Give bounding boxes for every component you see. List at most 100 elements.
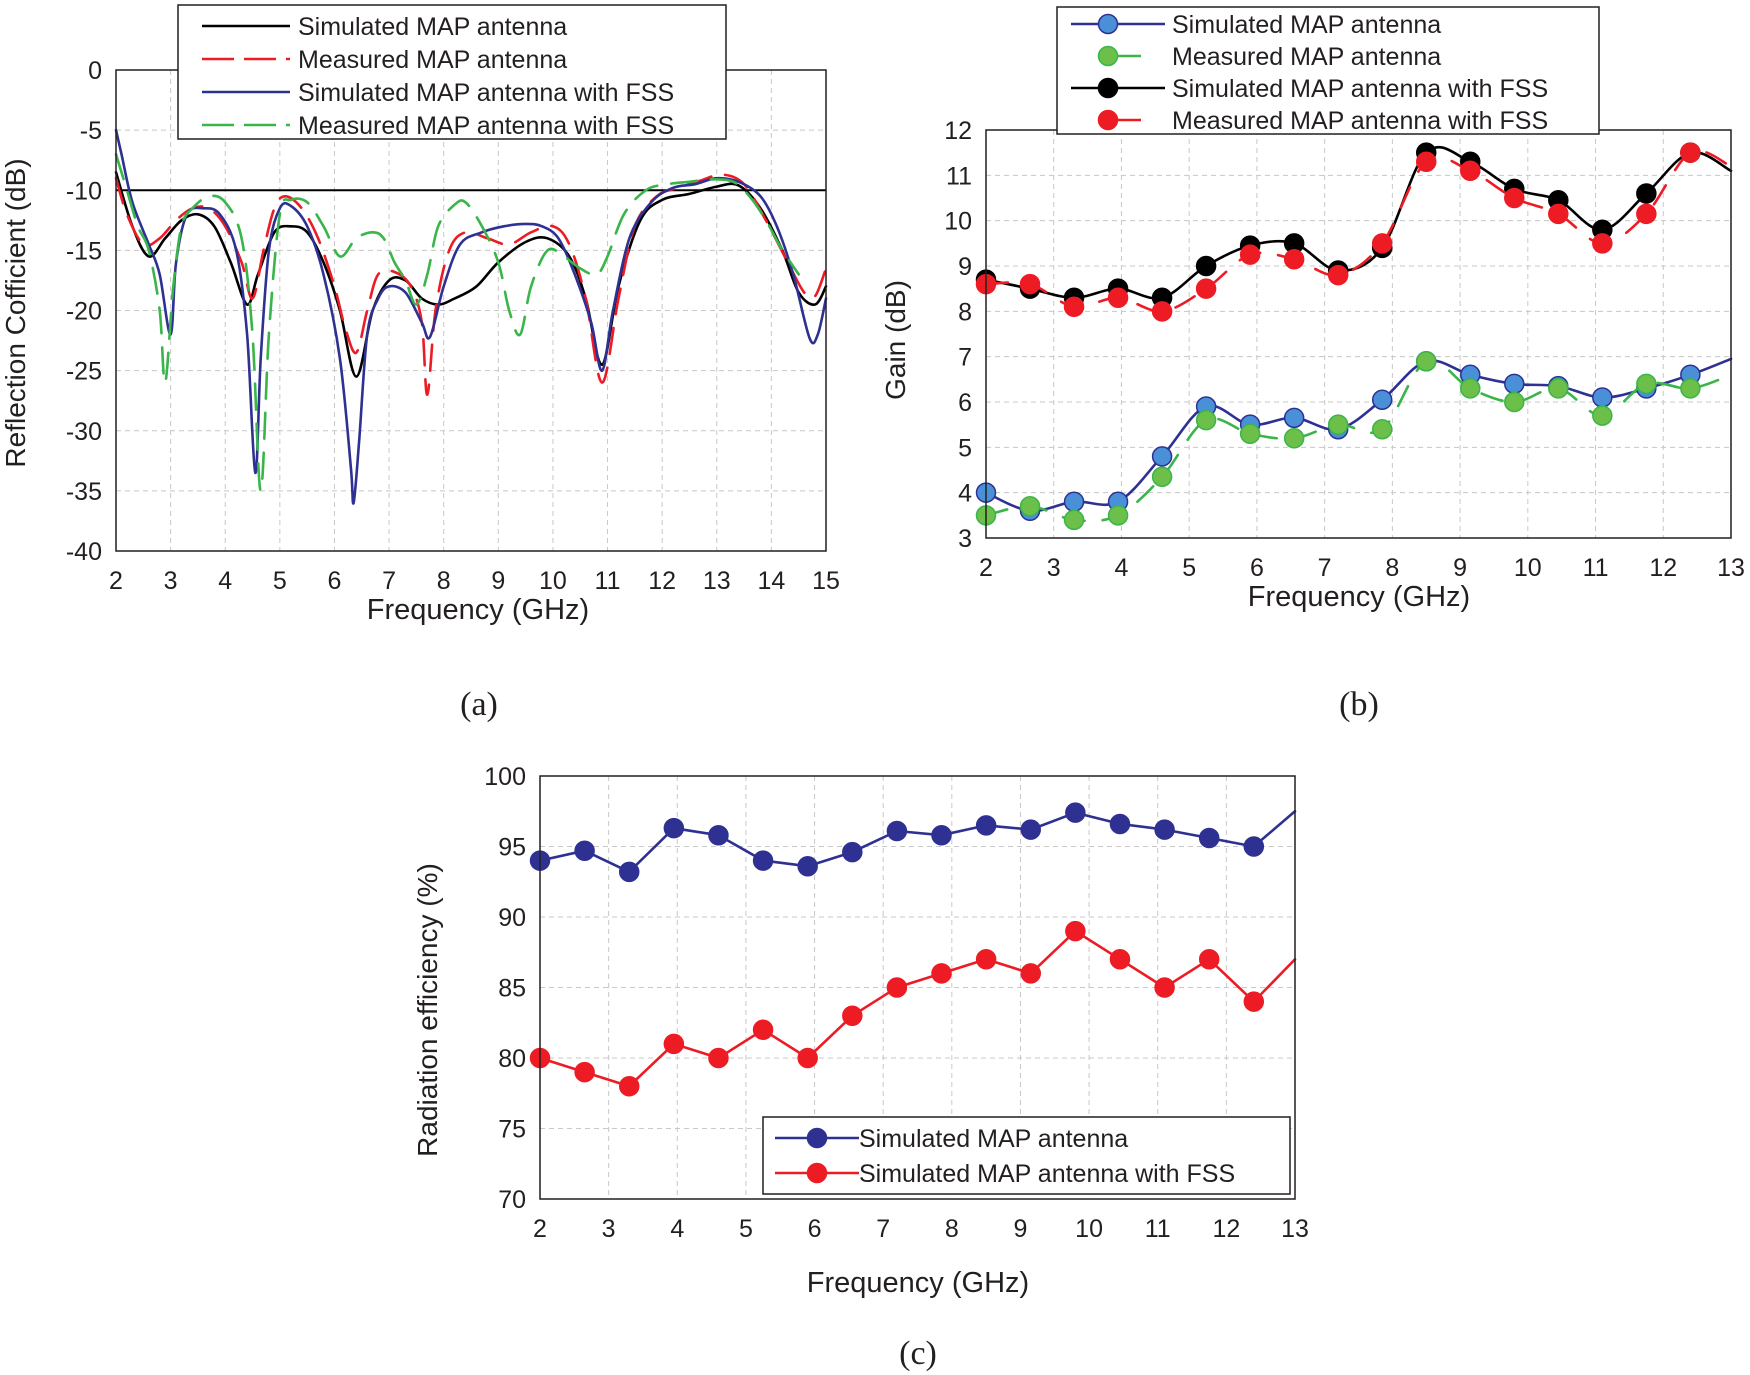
- chart-b-series-1-point: [1504, 373, 1525, 395]
- chart-a-x-tick-label: 5: [273, 567, 287, 595]
- chart-c-y-tick-label: 80: [498, 1045, 526, 1073]
- chart-c-x-axis-label: Frequency (GHz): [807, 1267, 1029, 1299]
- chart-b-x-tick-label: 2: [979, 554, 993, 582]
- chart-c-y-tick-label: 75: [498, 1116, 526, 1144]
- chart-c: 2 3 4 5 6 7 8 9 10 11 12 13 70 75 80 85 90 95 100 Frequen…: [412, 763, 1309, 1372]
- chart-b-plot-frame: [985, 129, 1732, 539]
- chart-a-legend-label-4: Measured MAP antenna with FSS: [298, 112, 674, 140]
- chart-b-series-2-point: [1592, 405, 1613, 426]
- chart-c-x-tick-label: 4: [670, 1215, 684, 1243]
- chart-c-series-2-point: [886, 977, 908, 998]
- chart-b-series-1-point: [1371, 389, 1393, 410]
- chart-b-series-2-point: [1680, 378, 1701, 399]
- chart-c-x-tick-label: 11: [1145, 1215, 1171, 1243]
- chart-b-series-2-point: [1195, 409, 1217, 431]
- chart-b-series-4-point: [1636, 203, 1657, 225]
- chart-c-x-tick-label: 8: [945, 1215, 959, 1243]
- chart-c-series-line-1: [538, 810, 1297, 874]
- chart-b-x-tick-label: 11: [1583, 554, 1609, 582]
- chart-b-y-tick-label: 12: [944, 117, 972, 145]
- chart-a-x-tick-label: 8: [437, 567, 451, 595]
- chart-c-y-tick-label: 70: [498, 1186, 526, 1214]
- chart-b-x-axis-label: Frequency (GHz): [1248, 581, 1470, 613]
- chart-c-series-1-point: [797, 855, 818, 877]
- chart-b-series-4-point: [1504, 187, 1525, 209]
- chart-b-series-1-point: [1063, 491, 1085, 512]
- chart-a-x-tick-label: 11: [595, 567, 621, 595]
- chart-b-series-2-point: [1548, 378, 1569, 399]
- chart-a-x-tick-label: 6: [328, 567, 342, 595]
- chart-c-legend-marker-1: [806, 1127, 828, 1149]
- chart-b-x-tick-label: 4: [1115, 554, 1129, 582]
- chart-c-series-1-point: [1154, 819, 1175, 840]
- chart-c-series-1-point: [1243, 836, 1265, 857]
- chart-a-series-line-4: [114, 152, 800, 493]
- chart-b-series-group: [975, 142, 1733, 531]
- chart-a-x-tick-label: 2: [109, 567, 123, 595]
- chart-c-x-tick-label: 5: [739, 1215, 753, 1243]
- chart-c-series-2-point: [975, 949, 997, 970]
- chart-b-series-4-point: [1548, 203, 1569, 225]
- chart-b-x-tick-label: 12: [1649, 554, 1677, 582]
- chart-b-series-4-point: [1239, 244, 1261, 265]
- chart-c-series-1-point: [1020, 819, 1041, 840]
- chart-c-series-2-point: [842, 1005, 863, 1026]
- chart-c-series-2-point: [574, 1061, 595, 1083]
- chart-b-y-tick-label: 7: [958, 344, 972, 372]
- chart-b-legend-label-2: Measured MAP antenna: [1172, 43, 1441, 71]
- chart-b-x-tick-label: 6: [1250, 554, 1264, 582]
- chart-c-x-tick-label: 7: [876, 1215, 890, 1243]
- chart-c-x-tick-label: 9: [1014, 1215, 1028, 1243]
- chart-c-series-1-point: [842, 841, 863, 863]
- chart-c-series-1-point: [1065, 802, 1086, 823]
- chart-c-legend: Simulated MAP antenna Simulated MAP anten…: [762, 1116, 1291, 1195]
- chart-b-y-tick-label: 3: [958, 525, 972, 553]
- chart-a-series-line-2: [114, 173, 828, 397]
- chart-b-series-4-point: [1107, 287, 1129, 308]
- chart-b-series-4-point: [1151, 301, 1173, 322]
- chart-a-x-tick-label: 10: [539, 567, 567, 595]
- chart-c-legend-box: [762, 1116, 1291, 1195]
- chart-c-y-tick-label: 95: [498, 834, 526, 862]
- chart-b-series-3-point: [1636, 183, 1657, 204]
- chart-c-y-ticks: 70 75 80 85 90 95 100: [484, 763, 526, 1214]
- chart-a-legend-label-1: Simulated MAP antenna: [298, 13, 567, 41]
- chart-b-grid: [985, 129, 1732, 539]
- chart-a-y-tick-label: -40: [66, 538, 102, 566]
- chart-b-y-tick-label: 10: [944, 208, 972, 236]
- chart-b-series-2-point: [1636, 373, 1657, 395]
- chart-a-grid: [115, 69, 827, 552]
- chart-b-series-2-point: [1415, 350, 1437, 372]
- chart-b-series-4-point: [1063, 296, 1085, 318]
- chart-c-series-1-point: [1109, 813, 1131, 835]
- chart-c-series-2-point: [1109, 949, 1131, 970]
- chart-c-y-tick-label: 90: [498, 904, 526, 932]
- chart-b-legend-marker-4: [1097, 109, 1119, 131]
- chart-b-series-line-2: [984, 358, 1733, 523]
- chart-b-legend-marker-3: [1097, 77, 1119, 99]
- chart-c-x-ticks: 2 3 4 5 6 7 8 9 10 11 12 13: [533, 1215, 1309, 1243]
- chart-b-x-tick-label: 5: [1182, 554, 1196, 582]
- chart-b-series-1-point: [1283, 407, 1305, 429]
- chart-b-series-3-point: [1195, 255, 1217, 277]
- chart-c-series-1-point: [708, 824, 729, 846]
- caption-c: (c): [899, 1335, 937, 1372]
- chart-c-series-2-point: [1065, 920, 1086, 942]
- chart-b-series-2-point: [1019, 496, 1041, 517]
- chart-c-legend-label-1: Simulated MAP antenna: [859, 1125, 1128, 1153]
- chart-b-x-tick-label: 3: [1047, 554, 1061, 582]
- chart-b-series-4-point: [1415, 151, 1437, 172]
- chart-c-legend-marker-2: [806, 1162, 828, 1184]
- chart-b-series-1-point: [1151, 446, 1173, 467]
- chart-a-y-tick-label: -20: [66, 298, 102, 326]
- chart-c-x-tick-label: 2: [533, 1215, 547, 1243]
- chart-c-series-1-point: [975, 815, 997, 836]
- chart-a-legend-label-2: Measured MAP antenna: [298, 46, 567, 74]
- chart-a-x-tick-label: 13: [703, 567, 731, 595]
- chart-a-y-axis-label: Reflection Cofficient (dB): [0, 158, 31, 467]
- chart-b-x-tick-label: 7: [1318, 554, 1332, 582]
- chart-a-series-line-3: [114, 128, 828, 505]
- chart-a-y-tick-label: -10: [66, 177, 102, 205]
- chart-a-series-group: [114, 128, 828, 505]
